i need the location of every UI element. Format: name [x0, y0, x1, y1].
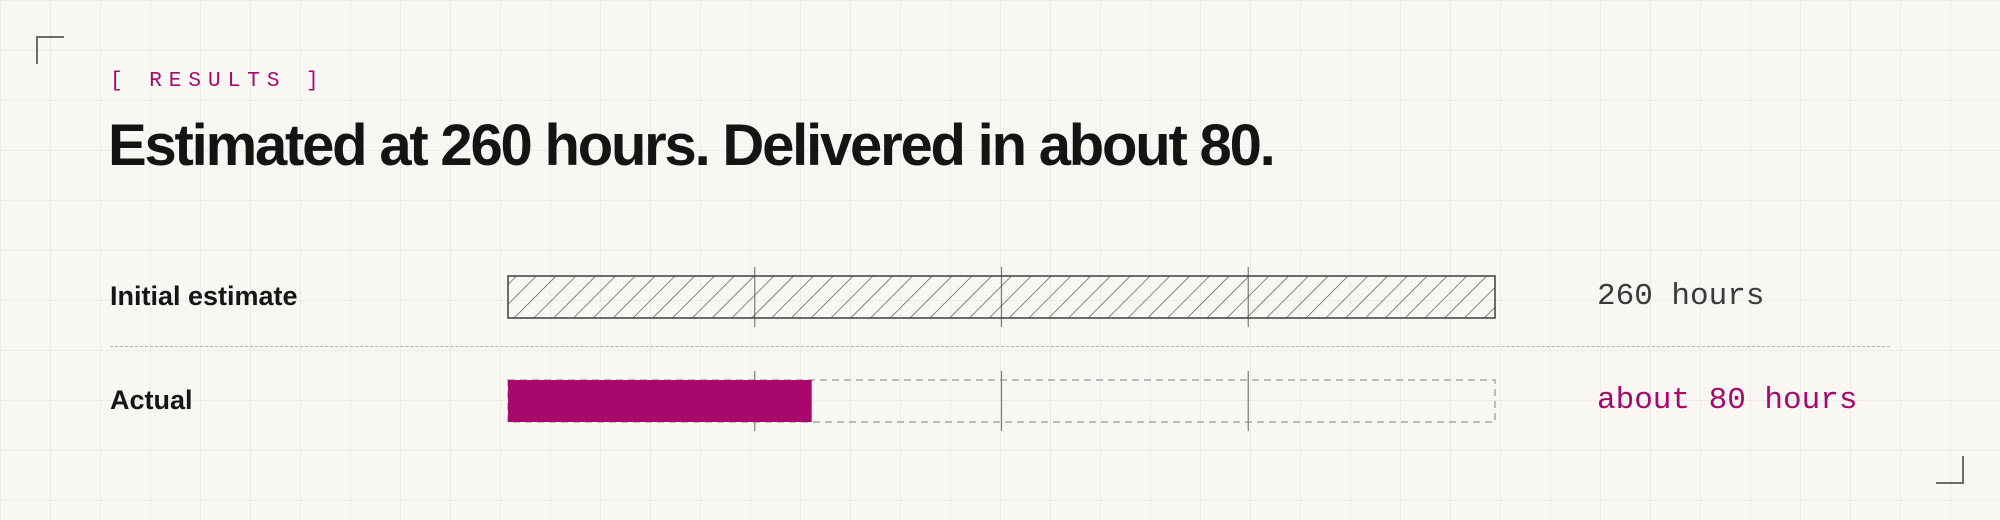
data-label-actual: about 80 hours [1597, 383, 1858, 418]
bar-initial-estimate [507, 275, 1496, 319]
corner-mark-top-left [36, 36, 64, 64]
row-divider [110, 346, 1890, 347]
corner-mark-bottom-right [1936, 456, 1964, 484]
category-label-initial-estimate: Initial estimate [110, 281, 298, 311]
bar-actual [508, 380, 812, 422]
data-label-initial-estimate: 260 hours [1597, 279, 1765, 314]
page-title: Estimated at 260 hours. Delivered in abo… [108, 113, 1276, 178]
section-eyebrow: [ RESULTS ] [110, 70, 326, 93]
category-label-actual: Actual [110, 385, 193, 415]
